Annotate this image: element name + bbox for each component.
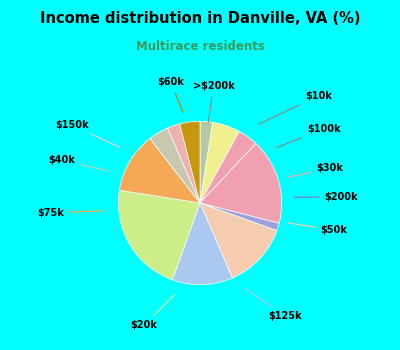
Text: $60k: $60k xyxy=(157,77,184,113)
Text: $100k: $100k xyxy=(276,124,340,148)
Wedge shape xyxy=(200,203,279,231)
Text: $150k: $150k xyxy=(56,120,120,147)
Wedge shape xyxy=(200,122,239,203)
Text: Income distribution in Danville, VA (%): Income distribution in Danville, VA (%) xyxy=(40,11,360,26)
Text: $40k: $40k xyxy=(49,155,110,171)
Wedge shape xyxy=(200,144,282,223)
Text: $50k: $50k xyxy=(288,223,348,235)
Wedge shape xyxy=(172,203,232,285)
Text: $30k: $30k xyxy=(288,163,344,177)
Text: >$200k: >$200k xyxy=(193,81,234,122)
Text: $200k: $200k xyxy=(294,192,358,202)
Text: Multirace residents: Multirace residents xyxy=(136,40,264,53)
Wedge shape xyxy=(180,121,200,203)
Wedge shape xyxy=(200,132,256,203)
Text: $75k: $75k xyxy=(37,208,104,218)
Wedge shape xyxy=(150,128,200,203)
Text: $125k: $125k xyxy=(245,288,302,321)
Wedge shape xyxy=(200,203,277,278)
Wedge shape xyxy=(200,121,213,203)
Wedge shape xyxy=(168,124,200,203)
Wedge shape xyxy=(118,190,200,280)
Text: $20k: $20k xyxy=(130,294,175,330)
Text: $10k: $10k xyxy=(259,91,332,124)
Wedge shape xyxy=(119,139,200,203)
